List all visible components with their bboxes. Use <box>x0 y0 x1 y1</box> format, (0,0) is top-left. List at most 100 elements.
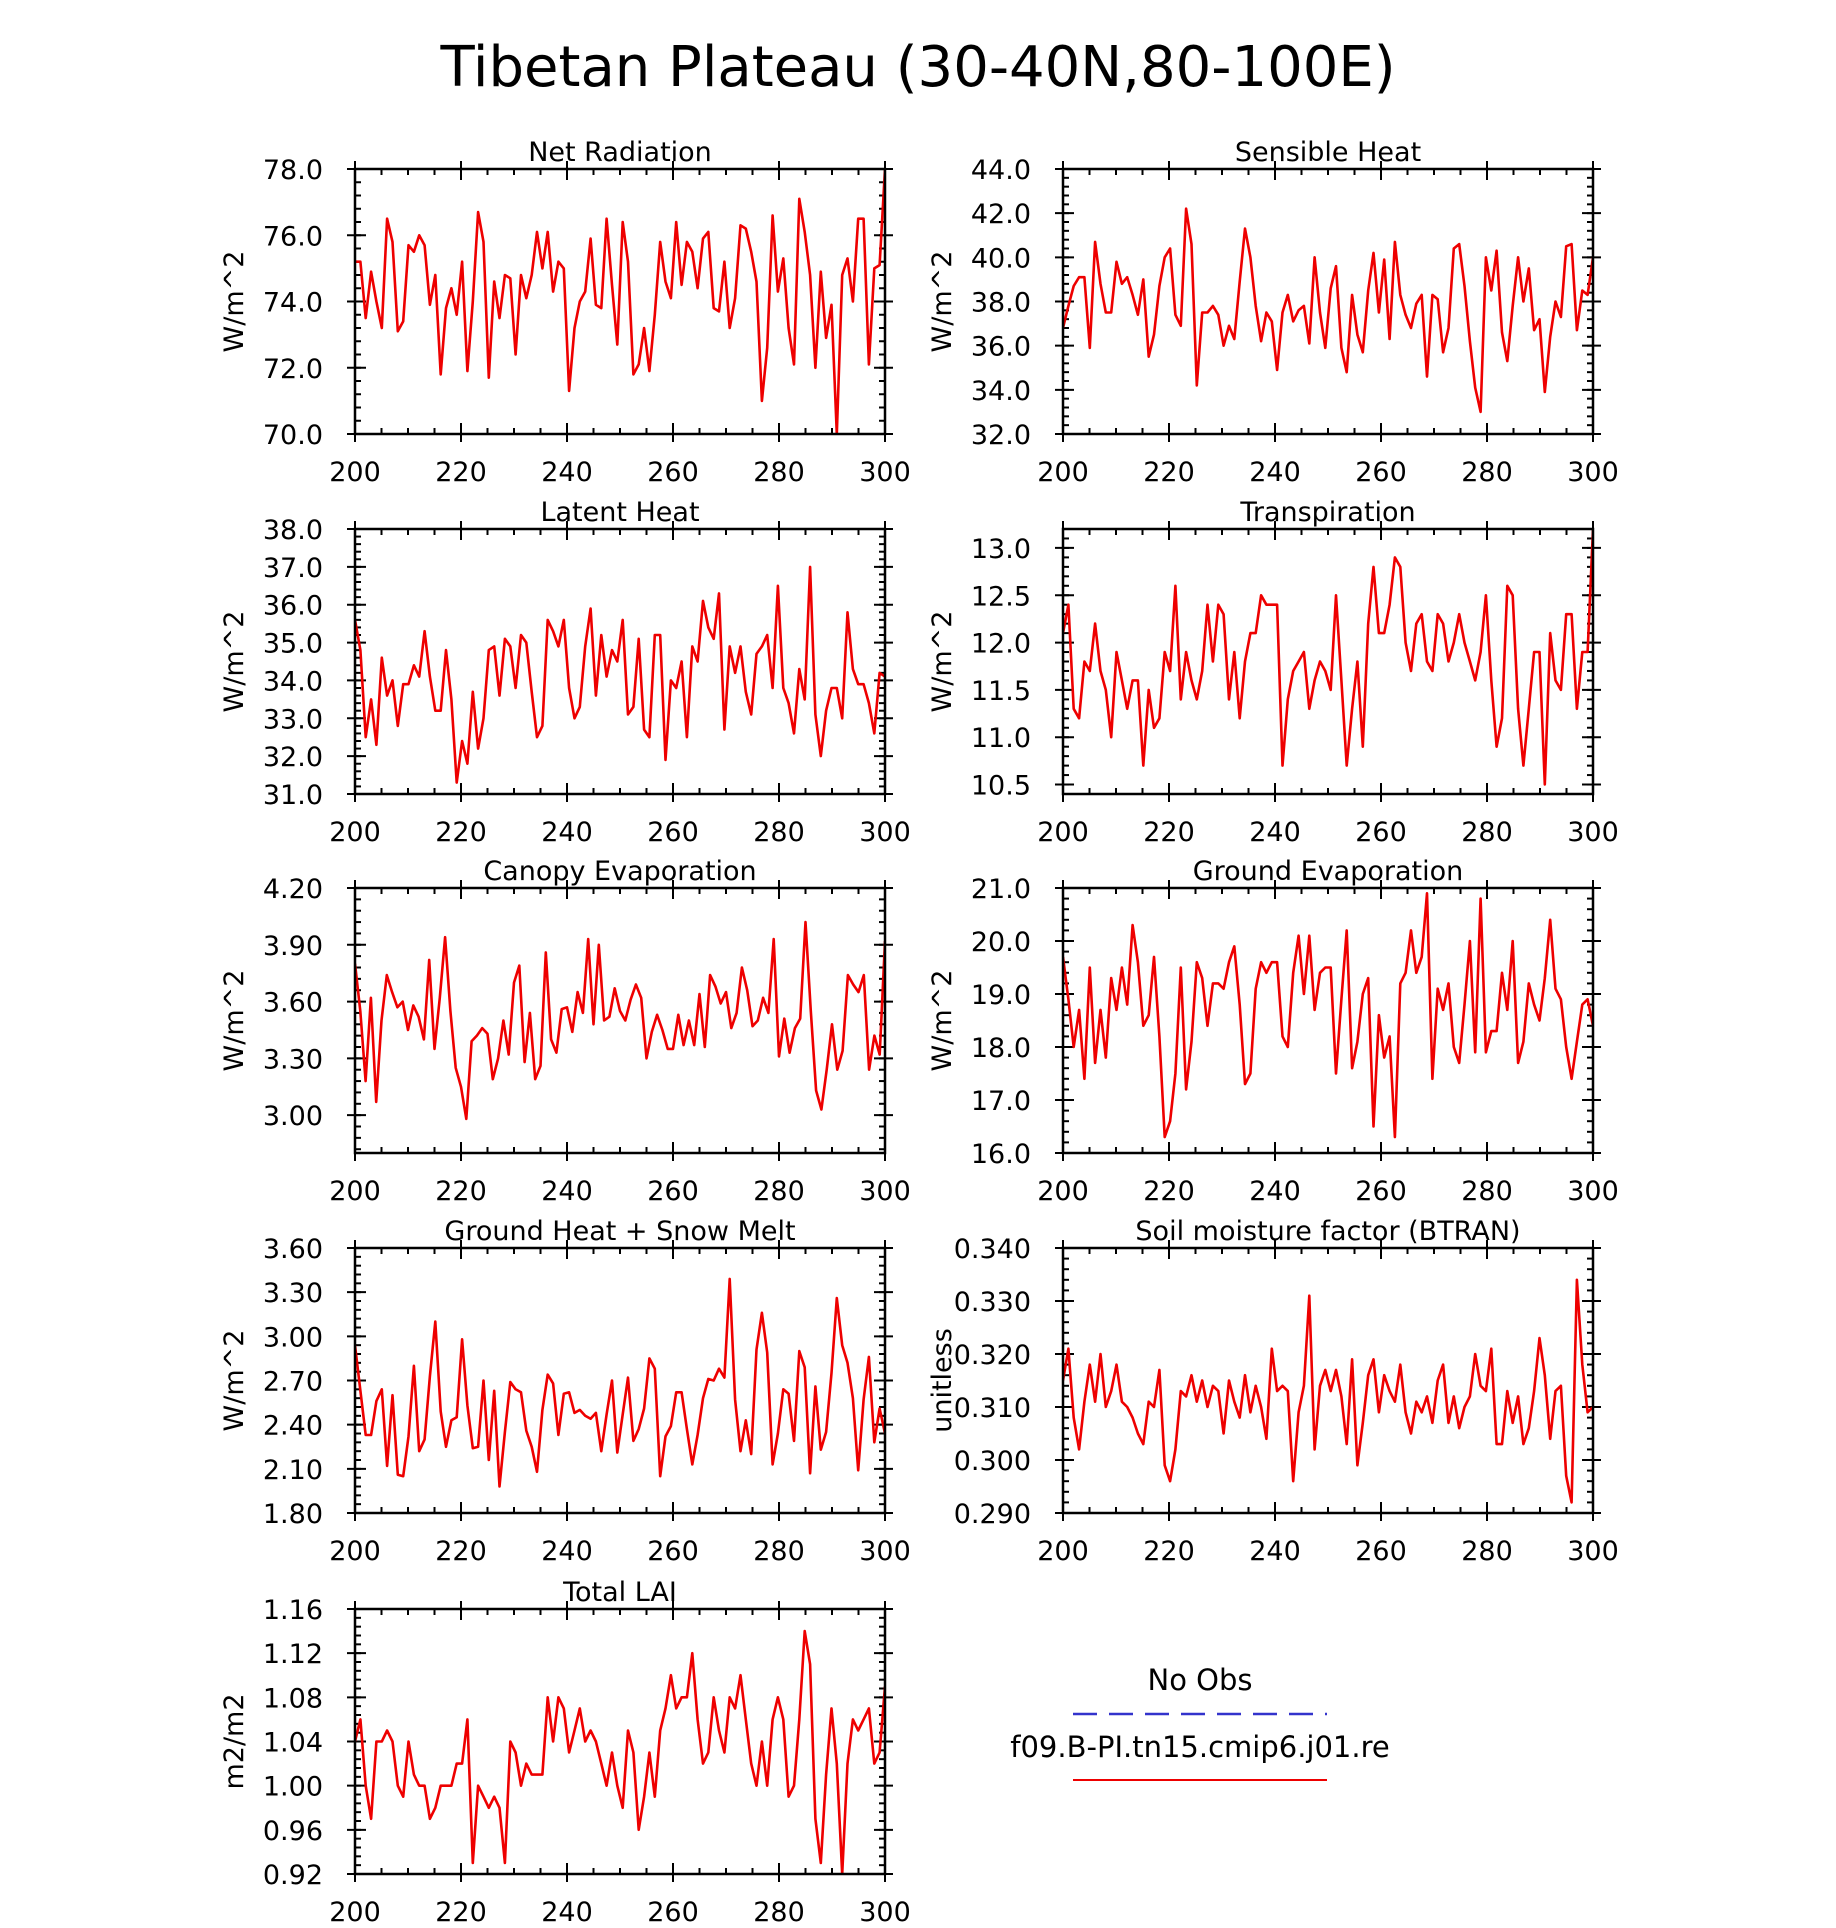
legend-model-label: f09.B-PI.tn15.cmip6.j01.re <box>1010 1730 1389 1764</box>
x-tick-label: 220 <box>435 1176 487 1207</box>
y-tick-label: 72.0 <box>263 354 323 385</box>
y-tick-label: 38.0 <box>263 515 323 546</box>
y-tick-label: 0.96 <box>263 1816 323 1847</box>
chart-panel-4: Transpiration W/m^2 200 220 240 260 280 300 10.5… <box>927 497 1619 848</box>
x-tick-label: 260 <box>647 457 699 488</box>
y-tick-label: 4.20 <box>263 874 323 905</box>
y-tick-label: 0.340 <box>954 1234 1031 1265</box>
y-tick-label: 13.0 <box>971 534 1031 565</box>
y-tick-label: 1.04 <box>263 1728 323 1759</box>
figure-title: Tibetan Plateau (30-40N,80-100E) <box>439 35 1395 100</box>
y-tick-label: 33.0 <box>263 704 323 735</box>
y-axis-label: W/m^2 <box>927 611 958 713</box>
y-tick-label: 17.0 <box>971 1086 1031 1117</box>
series-line <box>355 169 885 434</box>
y-tick-label: 3.00 <box>263 1322 323 1353</box>
plot-frame <box>353 527 887 796</box>
x-tick-label: 220 <box>1143 1536 1195 1567</box>
y-tick-label: 3.00 <box>263 1101 323 1132</box>
y-tick-label: 78.0 <box>263 155 323 186</box>
x-tick-label: 300 <box>1567 457 1619 488</box>
y-tick-label: 3.90 <box>263 931 323 962</box>
x-tick-label: 240 <box>541 1536 593 1567</box>
y-tick-label: 12.0 <box>971 629 1031 660</box>
x-tick-label: 220 <box>435 817 487 848</box>
y-tick-label: 38.0 <box>971 288 1031 319</box>
chart-panel-5: Canopy Evaporation W/m^2 200 220 240 260 280 30… <box>219 856 911 1207</box>
y-tick-label: 2.40 <box>263 1411 323 1442</box>
x-tick-label: 300 <box>859 457 911 488</box>
chart-panel-7: Ground Heat + Snow Melt W/m^2 200 220 240 260… <box>219 1216 911 1567</box>
chart-title: Ground Heat + Snow Melt <box>444 1216 795 1247</box>
x-tick-label: 260 <box>647 1176 699 1207</box>
x-tick-label: 240 <box>541 1897 593 1928</box>
y-tick-label: 11.0 <box>971 723 1031 754</box>
y-tick-label: 40.0 <box>971 243 1031 274</box>
panels: Net Radiation W/m^2 200 220 240 260 280 300 70.0… <box>219 137 1619 1928</box>
x-tick-label: 280 <box>1461 457 1513 488</box>
y-tick-label: 1.80 <box>263 1499 323 1530</box>
chart-title: Net Radiation <box>528 137 712 168</box>
chart-title: Transpiration <box>1239 497 1415 528</box>
x-tick-label: 220 <box>1143 817 1195 848</box>
y-tick-label: 42.0 <box>971 199 1031 230</box>
chart-panel-9: Total LAI m2/m2 200 220 240 260 280 300 0.92 0.96… <box>219 1577 911 1928</box>
x-tick-label: 260 <box>647 1536 699 1567</box>
plot-frame <box>1061 1246 1595 1515</box>
x-tick-label: 260 <box>1355 1536 1407 1567</box>
chart-panel-1: Net Radiation W/m^2 200 220 240 260 280 300 70.0… <box>219 137 911 488</box>
y-tick-label: 0.330 <box>954 1287 1031 1318</box>
x-tick-label: 220 <box>435 457 487 488</box>
y-axis-label: W/m^2 <box>927 970 958 1072</box>
y-tick-label: 34.0 <box>263 666 323 697</box>
chart-title: Total LAI <box>562 1577 677 1608</box>
y-tick-label: 3.30 <box>263 1278 323 1309</box>
y-tick-label: 0.290 <box>954 1499 1031 1530</box>
chart-title: Soil moisture factor (BTRAN) <box>1135 1216 1520 1247</box>
x-tick-label: 220 <box>435 1897 487 1928</box>
y-tick-label: 44.0 <box>971 155 1031 186</box>
y-tick-label: 37.0 <box>263 553 323 584</box>
x-tick-label: 300 <box>1567 817 1619 848</box>
chart-title: Ground Evaporation <box>1193 856 1464 887</box>
x-tick-label: 260 <box>1355 817 1407 848</box>
x-tick-label: 220 <box>435 1536 487 1567</box>
x-tick-label: 280 <box>1461 1536 1513 1567</box>
y-tick-label: 36.0 <box>971 332 1031 363</box>
x-tick-label: 240 <box>541 1176 593 1207</box>
chart-title: Latent Heat <box>540 497 699 528</box>
y-tick-label: 31.0 <box>263 780 323 811</box>
y-tick-label: 11.5 <box>971 676 1031 707</box>
x-tick-label: 200 <box>329 457 381 488</box>
x-tick-label: 200 <box>329 1536 381 1567</box>
y-tick-label: 1.08 <box>263 1683 323 1714</box>
x-tick-label: 280 <box>753 1176 805 1207</box>
plot-frame <box>353 167 887 436</box>
x-tick-label: 200 <box>1037 1176 1089 1207</box>
y-tick-label: 35.0 <box>263 629 323 660</box>
x-tick-label: 240 <box>1249 457 1301 488</box>
y-tick-label: 21.0 <box>971 874 1031 905</box>
x-tick-label: 280 <box>753 817 805 848</box>
y-tick-label: 3.60 <box>263 988 323 1019</box>
x-tick-label: 220 <box>1143 1176 1195 1207</box>
y-tick-label: 3.60 <box>263 1234 323 1265</box>
y-tick-label: 74.0 <box>263 288 323 319</box>
y-tick-label: 1.16 <box>263 1595 323 1626</box>
x-tick-label: 300 <box>859 1536 911 1567</box>
series-line <box>1063 1278 1593 1504</box>
y-tick-label: 16.0 <box>971 1139 1031 1170</box>
series-line <box>355 1629 885 1874</box>
x-tick-label: 240 <box>1249 817 1301 848</box>
y-tick-label: 0.320 <box>954 1340 1031 1371</box>
x-tick-label: 260 <box>1355 457 1407 488</box>
y-tick-label: 3.30 <box>263 1044 323 1075</box>
legend-obs-label: No Obs <box>1148 1663 1253 1697</box>
chart-panel-2: Sensible Heat W/m^2 200 220 240 260 280 300 32.0… <box>927 137 1619 488</box>
y-axis-label: W/m^2 <box>219 611 250 713</box>
series-line <box>1063 529 1593 786</box>
legend: No Obs f09.B-PI.tn15.cmip6.j01.re <box>1010 1663 1390 1781</box>
plot-frame <box>1061 527 1595 796</box>
y-tick-label: 32.0 <box>263 742 323 773</box>
